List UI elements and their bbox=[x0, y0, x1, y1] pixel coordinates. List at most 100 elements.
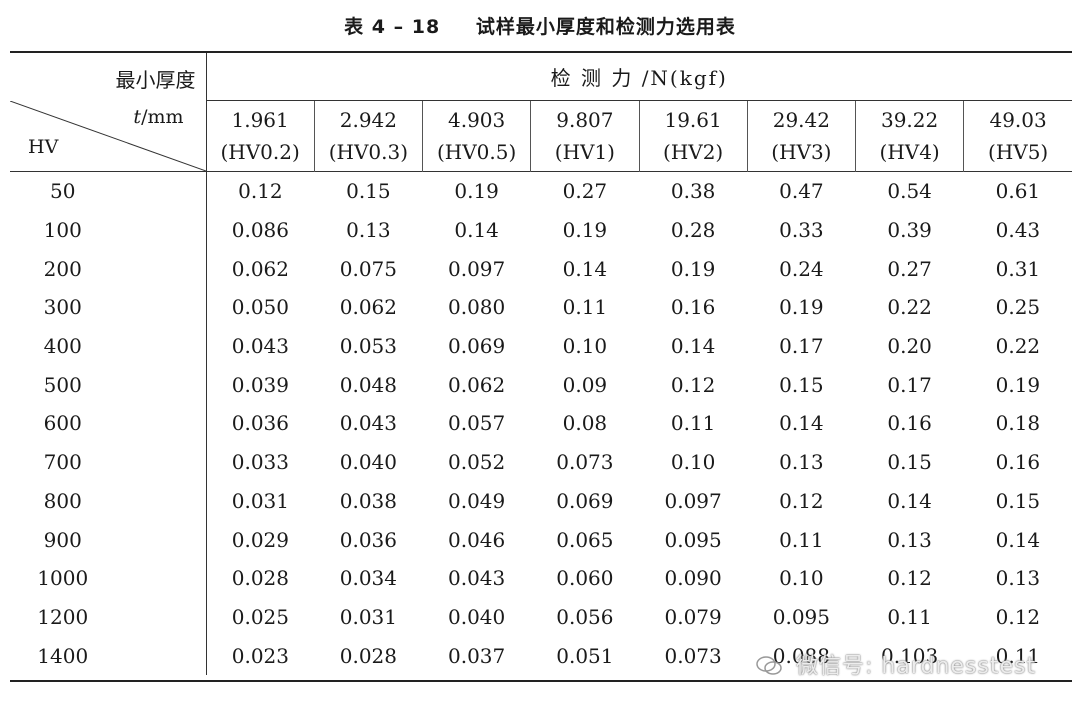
thickness-cell: 0.031 bbox=[231, 488, 289, 513]
thickness-cell: 0.025 bbox=[231, 604, 289, 629]
thickness-cell: 0.040 bbox=[447, 604, 506, 629]
table-row: 700 0.033 0.040 0.052 0.073 0.10 0.13 0.15 0.16 bbox=[10, 442, 1072, 482]
thickness-cell: 0.12 bbox=[887, 566, 932, 591]
thickness-cell: 0.033 bbox=[231, 450, 289, 475]
force-header-row: 1.961 (HV0.2) 2.942 (HV0.3) 4.903 (HV0.5) 9.80… bbox=[10, 100, 1072, 172]
thickness-cell: 0.043 bbox=[339, 411, 397, 436]
force-scale: (HV1) bbox=[554, 140, 615, 164]
table-row: 400 0.043 0.053 0.069 0.10 0.14 0.17 0.20 0.22 bbox=[10, 326, 1072, 366]
force-header-cell: 39.22 (HV4) bbox=[855, 100, 965, 172]
hv-value-cell: 700 bbox=[10, 442, 207, 482]
force-header-cell: 9.807 (HV1) bbox=[530, 100, 640, 172]
thickness-cell: 0.14 bbox=[670, 334, 716, 359]
table-row: 900 0.029 0.036 0.046 0.065 0.095 0.11 0.13 0.14 bbox=[10, 520, 1072, 559]
table-row: 200 0.062 0.075 0.097 0.14 0.19 0.24 0.27 0.31 bbox=[10, 249, 1072, 289]
thickness-cell: 0.097 bbox=[447, 256, 506, 281]
thickness-cell: 0.052 bbox=[447, 450, 506, 475]
hv-value-cell: 300 bbox=[10, 288, 207, 327]
thickness-cell: 0.16 bbox=[670, 295, 716, 320]
force-value: 9.807 bbox=[556, 108, 614, 132]
hv-value-cell: 900 bbox=[10, 520, 207, 559]
table-title: 表 4 – 18 试样最小厚度和检测力选用表 bbox=[0, 12, 1080, 39]
thickness-cell: 0.048 bbox=[339, 372, 397, 397]
force-header-cell: 4.903 (HV0.5) bbox=[422, 100, 532, 172]
thickness-cell: 0.16 bbox=[995, 450, 1041, 475]
table-row: 600 0.036 0.043 0.057 0.08 0.11 0.14 0.16 0.18 bbox=[10, 404, 1072, 443]
force-header-cell: 2.942 (HV0.3) bbox=[314, 100, 424, 172]
thickness-cell: 0.12 bbox=[995, 604, 1041, 629]
hv-value-cell: 1000 bbox=[10, 558, 207, 598]
thickness-cell: 0.20 bbox=[887, 334, 932, 359]
table-number: 表 4 – 18 bbox=[344, 16, 441, 38]
thickness-cell: 0.25 bbox=[995, 295, 1041, 320]
thickness-cell: 0.031 bbox=[339, 604, 397, 629]
thickness-cell: 0.54 bbox=[887, 179, 932, 204]
thickness-cell: 0.10 bbox=[562, 334, 608, 359]
force-value: 19.61 bbox=[664, 108, 722, 132]
table-row: 50 0.12 0.15 0.19 0.27 0.38 0.47 0.54 0.61 bbox=[10, 171, 1072, 211]
thickness-cell: 0.029 bbox=[231, 527, 289, 552]
thickness-cell: 0.15 bbox=[995, 488, 1041, 513]
force-scale: (HV3) bbox=[771, 140, 832, 164]
thickness-unit-label: t/mm bbox=[133, 105, 184, 128]
table-row: 300 0.050 0.062 0.080 0.11 0.16 0.19 0.22 0.25 bbox=[10, 288, 1072, 327]
thickness-cell: 0.33 bbox=[779, 218, 824, 243]
force-scale: (HV0.2) bbox=[220, 140, 300, 164]
thickness-cell: 0.086 bbox=[231, 218, 289, 243]
table-caption: 试样最小厚度和检测力选用表 bbox=[475, 16, 736, 38]
table-row: 1200 0.025 0.031 0.040 0.056 0.079 0.095 0.11 0.… bbox=[10, 597, 1072, 637]
thickness-cell: 0.61 bbox=[995, 179, 1041, 204]
thickness-cell: 0.079 bbox=[664, 604, 722, 629]
thickness-cell: 0.023 bbox=[231, 643, 289, 668]
thickness-cell: 0.046 bbox=[447, 527, 506, 552]
thickness-cell: 0.11 bbox=[779, 527, 824, 552]
thickness-cell: 0.12 bbox=[238, 179, 283, 204]
hv-label: HV bbox=[28, 135, 59, 158]
force-scale: (HV4) bbox=[879, 140, 940, 164]
force-value: 4.903 bbox=[447, 108, 506, 132]
force-header-cell: 19.61 (HV2) bbox=[639, 100, 748, 172]
table-row: 1400 0.023 0.028 0.037 0.051 0.073 0.088 0.103 0… bbox=[10, 636, 1072, 675]
thickness-cell: 0.073 bbox=[664, 643, 722, 668]
thickness-cell: 0.14 bbox=[887, 488, 932, 513]
watermark: 微信号: hardnesstest bbox=[756, 648, 1036, 680]
thickness-cell: 0.060 bbox=[556, 566, 614, 591]
force-scale: (HV0.3) bbox=[328, 140, 409, 164]
thickness-cell: 0.062 bbox=[339, 295, 397, 320]
thickness-cell: 0.080 bbox=[447, 295, 506, 320]
thickness-cell: 0.11 bbox=[670, 411, 716, 436]
thickness-cell: 0.073 bbox=[556, 450, 614, 475]
thickness-cell: 0.17 bbox=[779, 334, 824, 359]
thickness-cell: 0.062 bbox=[231, 256, 289, 281]
thickness-cell: 0.19 bbox=[562, 218, 608, 243]
thickness-cell: 0.13 bbox=[995, 566, 1041, 591]
thickness-cell: 0.043 bbox=[231, 334, 289, 359]
hv-value-cell: 600 bbox=[10, 404, 207, 443]
thickness-cell: 0.16 bbox=[887, 411, 932, 436]
thickness-cell: 0.037 bbox=[447, 643, 506, 668]
thickness-cell: 0.47 bbox=[779, 179, 824, 204]
thickness-cell: 0.039 bbox=[231, 372, 289, 397]
hv-value-cell: 200 bbox=[10, 249, 207, 289]
thickness-cell: 0.038 bbox=[339, 488, 397, 513]
hv-value-cell: 1200 bbox=[10, 597, 207, 637]
corner-header-cell: 最小厚度 t/mm HV bbox=[10, 53, 207, 172]
thickness-cell: 0.097 bbox=[664, 488, 722, 513]
watermark-text: 微信号: hardnesstest bbox=[796, 654, 1037, 679]
thickness-cell: 0.14 bbox=[454, 218, 499, 243]
thickness-cell: 0.43 bbox=[995, 218, 1041, 243]
table-row: 100 0.086 0.13 0.14 0.19 0.28 0.33 0.39 0.43 bbox=[10, 210, 1072, 250]
wechat-icon bbox=[756, 656, 782, 676]
thickness-cell: 0.11 bbox=[562, 295, 608, 320]
thickness-force-table: 最小厚度 t/mm HV 检 测 力 /N(kgf) 1.961 (HV0.2) 2… bbox=[10, 53, 1072, 675]
thickness-cell: 0.049 bbox=[447, 488, 506, 513]
thickness-cell: 0.31 bbox=[995, 256, 1041, 281]
thickness-cell: 0.057 bbox=[447, 411, 506, 436]
bottom-rule bbox=[10, 680, 1072, 682]
thickness-cell: 0.15 bbox=[346, 179, 391, 204]
thickness-cell: 0.090 bbox=[664, 566, 722, 591]
force-value: 49.03 bbox=[989, 108, 1047, 132]
thickness-cell: 0.069 bbox=[556, 488, 614, 513]
force-value: 1.961 bbox=[231, 108, 289, 132]
table-row: 800 0.031 0.038 0.049 0.069 0.097 0.12 0.14 0.15 bbox=[10, 481, 1072, 521]
